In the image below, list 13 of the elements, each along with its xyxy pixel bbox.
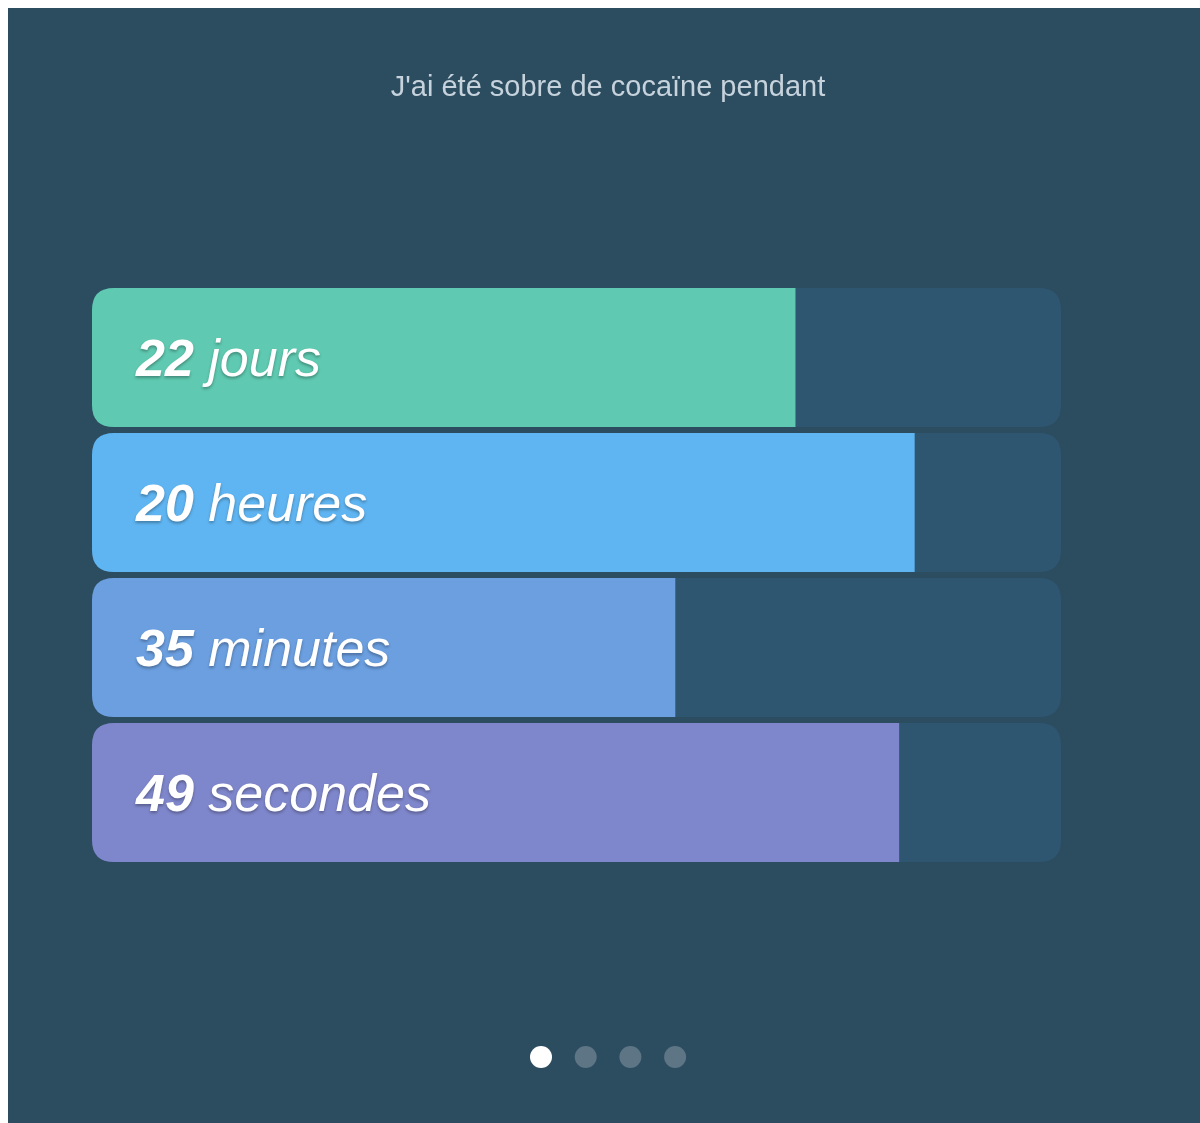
y-tick-label: 20 heures	[135, 473, 368, 532]
bar	[92, 288, 796, 427]
y-tick-label: 49 secondes	[135, 763, 431, 822]
bar	[92, 723, 900, 862]
bar	[899, 723, 1061, 862]
bar	[795, 288, 1061, 427]
bar	[675, 578, 1061, 717]
y-tick-label: 22 jours	[135, 328, 321, 387]
bar	[92, 433, 915, 572]
bar	[92, 578, 676, 717]
y-tick-label: 35 minutes	[136, 618, 391, 677]
chart-title: J'ai été sobre de cocaïne pendant	[390, 70, 826, 102]
bar	[914, 433, 1061, 572]
